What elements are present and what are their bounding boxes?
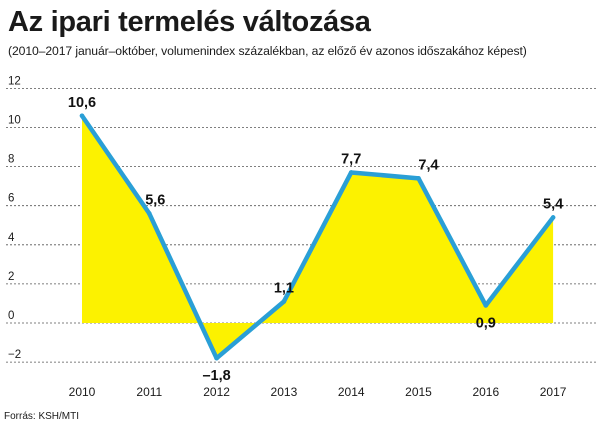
data-point <box>147 211 152 216</box>
data-label: 0,9 <box>476 315 496 331</box>
data-point <box>416 176 421 181</box>
y-tick-label: 12 <box>8 75 21 87</box>
series-line-segment <box>416 176 489 308</box>
data-point <box>348 170 354 175</box>
area-layer <box>82 115 554 359</box>
data-point <box>550 215 556 220</box>
data-label: 5,6 <box>145 193 165 209</box>
data-label: 7,4 <box>418 157 438 173</box>
x-tick-label: 2016 <box>472 385 499 399</box>
x-tick-label: 2017 <box>540 385 567 399</box>
source-note: Forrás: KSH/MTI <box>4 411 80 422</box>
chart-title: Az ipari termelés változása <box>8 6 371 38</box>
data-label: –1,8 <box>202 368 230 384</box>
series-line-segment <box>79 113 152 216</box>
series-line-segment <box>214 299 287 361</box>
data-label: 1,1 <box>274 280 294 296</box>
data-label: 5,4 <box>543 196 563 212</box>
x-tick-label: 2013 <box>271 385 298 399</box>
x-tick-label: 2012 <box>203 385 230 399</box>
data-point <box>79 113 85 119</box>
x-tick-label: 2011 <box>136 385 162 399</box>
x-tick-label: 2015 <box>405 385 432 399</box>
area-fill <box>82 115 554 359</box>
series-line-segment <box>281 170 354 304</box>
label-layer: 10,6 5,6 –1,8 1,1 7,7 7,4 0,9 5,4 <box>68 95 563 384</box>
data-point <box>483 303 489 308</box>
axis-layer: 12 10 8 6 4 2 0 −2 2010 2011 2012 2013 2014 2015 2016 2… <box>8 75 567 399</box>
chart-subtitle: (2010–2017 január–október, volumenindex … <box>8 44 527 58</box>
series-line-segment <box>483 215 556 308</box>
series-line-segment <box>348 170 421 181</box>
series-line-segment <box>147 211 219 361</box>
y-tick-label: 4 <box>8 232 15 244</box>
y-tick-label: −2 <box>8 349 21 361</box>
data-point <box>281 299 287 304</box>
data-label: 7,7 <box>341 151 361 167</box>
y-tick-label: 6 <box>8 193 14 205</box>
x-tick-label: 2010 <box>69 385 96 399</box>
data-point <box>214 355 219 361</box>
x-tick-label: 2014 <box>338 385 365 399</box>
data-label: 10,6 <box>68 95 96 111</box>
y-tick-label: 2 <box>8 271 14 283</box>
y-tick-label: 10 <box>8 115 21 127</box>
y-tick-label: 0 <box>8 310 14 322</box>
y-tick-label: 8 <box>8 154 14 166</box>
line-layer <box>79 113 556 361</box>
